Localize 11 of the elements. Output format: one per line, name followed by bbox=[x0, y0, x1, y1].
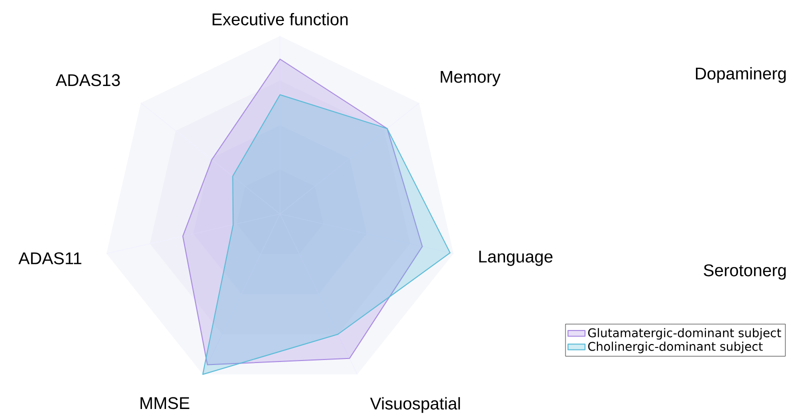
spoke-label: MMSE bbox=[140, 397, 190, 410]
spoke-label: Executive function bbox=[212, 12, 348, 26]
spoke-label: Memory bbox=[440, 71, 501, 86]
spoke-label: Language bbox=[479, 250, 552, 266]
spoke-label: ADAS11 bbox=[18, 252, 82, 264]
legend-label: Glutamatergic-dominant subject bbox=[588, 328, 782, 340]
text: Dopaminerg bbox=[696, 67, 786, 83]
spoke-label: ADAS13 bbox=[56, 74, 120, 86]
text: Serotonerg bbox=[704, 264, 786, 280]
spoke-label: Visuospatial bbox=[370, 397, 460, 413]
legend-label: Cholinergic-dominant subject bbox=[588, 342, 763, 354]
